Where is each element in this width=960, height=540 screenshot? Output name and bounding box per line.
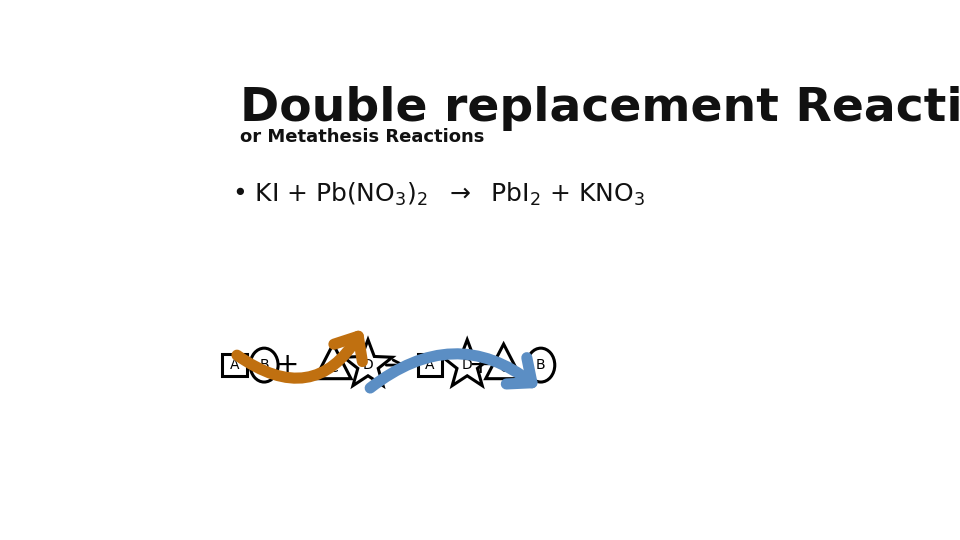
FancyArrowPatch shape [237, 336, 362, 378]
Ellipse shape [527, 348, 555, 382]
Text: +: + [468, 351, 492, 379]
Polygon shape [315, 344, 351, 379]
FancyBboxPatch shape [418, 354, 443, 376]
Text: D: D [462, 358, 472, 372]
Polygon shape [443, 340, 492, 386]
Polygon shape [344, 340, 393, 386]
Polygon shape [486, 344, 521, 379]
Text: B: B [536, 358, 545, 372]
Text: • KI + Pb(NO$_3$)$_2$  $\rightarrow$  PbI$_2$ + KNO$_3$: • KI + Pb(NO$_3$)$_2$ $\rightarrow$ PbI$… [232, 180, 645, 207]
Text: Double replacement Reaction: Double replacement Reaction [240, 86, 960, 131]
Text: A: A [425, 358, 435, 372]
Text: C: C [499, 361, 509, 375]
Text: or Metathesis Reactions: or Metathesis Reactions [240, 128, 485, 146]
FancyBboxPatch shape [223, 354, 247, 376]
Text: +: + [276, 351, 300, 379]
Text: D: D [363, 358, 373, 372]
Text: C: C [328, 361, 338, 375]
Ellipse shape [251, 348, 278, 382]
Text: B: B [259, 358, 269, 372]
Text: A: A [230, 358, 239, 372]
FancyArrowPatch shape [371, 354, 532, 388]
